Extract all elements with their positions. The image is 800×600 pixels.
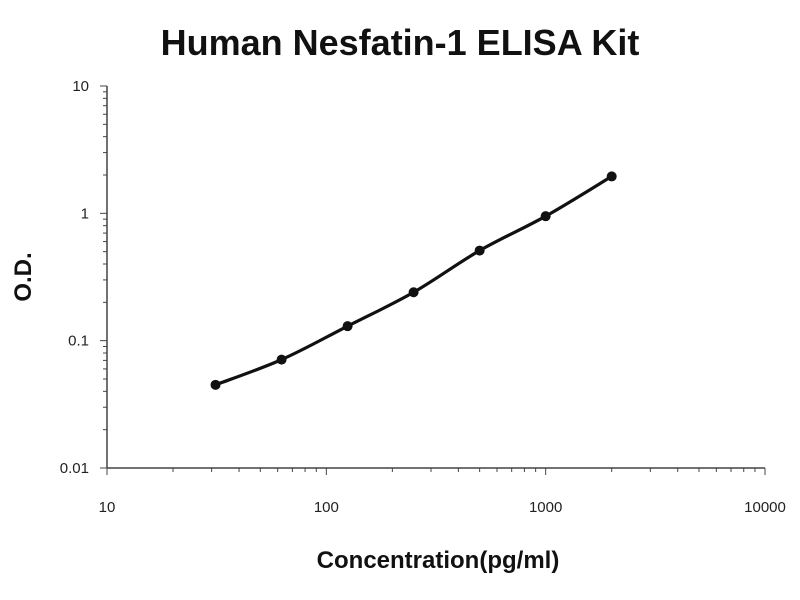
tick-labels: 10 100 1000 10000 0.01 0.1 1 10 [60,78,786,516]
data-points [210,171,617,390]
y-tick-label: 0.1 [68,333,89,350]
x-tick-label: 100 [314,499,339,516]
y-tick-label: 0.01 [60,460,89,477]
y-tick-label: 1 [81,205,89,222]
x-tick-label: 10 [99,499,116,516]
data-point [474,245,485,256]
y-tick-label: 10 [72,78,89,95]
chart-title: Human Nesfatin-1 ELISA Kit [161,22,640,63]
data-point [210,379,221,390]
y-axis-label: O.D. [10,252,37,301]
x-axis-label: Concentration(pg/ml) [317,547,560,574]
series-line [213,174,614,387]
axes [106,86,765,469]
data-point [606,171,617,182]
data-point [408,287,419,298]
x-tick-label: 10000 [744,499,786,516]
data-point [540,211,551,222]
data-point [342,321,353,332]
x-tick-label: 1000 [529,499,562,516]
ticks [100,85,766,475]
data-point [276,354,287,365]
